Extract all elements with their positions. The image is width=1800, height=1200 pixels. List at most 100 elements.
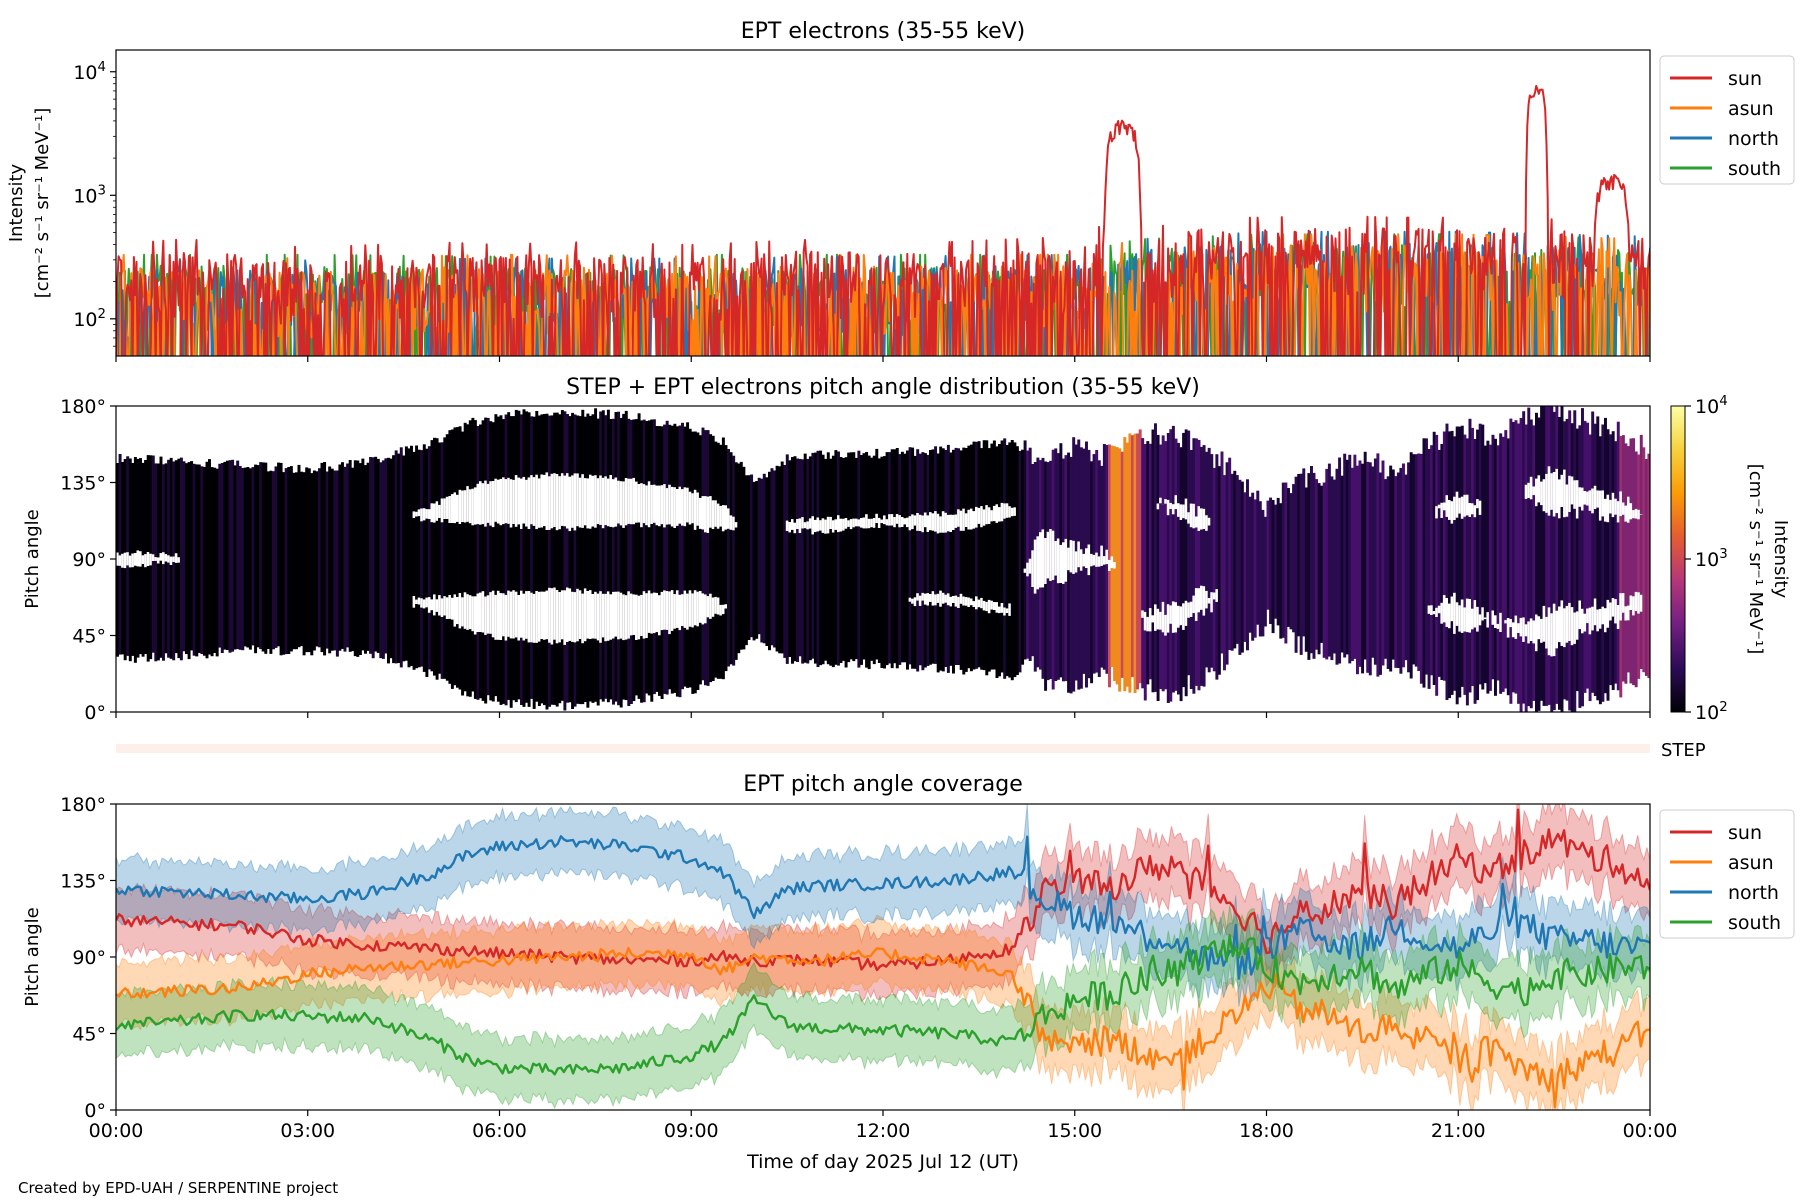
heatmap-column [548, 415, 552, 707]
heatmap-gap [1074, 551, 1078, 573]
heatmap-gap [934, 594, 938, 606]
heatmap-gap [174, 553, 178, 563]
panel3-x-ticks: 00:00 03:00 06:00 09:00 12:00 15:00 18:00 21:00… [89, 1110, 1677, 1142]
heatmap-column [1558, 417, 1561, 710]
heatmap-gap [900, 517, 904, 527]
heatmap-column [934, 446, 938, 664]
heatmap-gap [670, 486, 674, 527]
heatmap-column [228, 460, 232, 653]
heatmap-column [1228, 457, 1232, 650]
heatmap-gap [520, 590, 523, 638]
heatmap-gap [499, 478, 503, 526]
heatmap-column [1621, 435, 1625, 682]
heatmap-gap [612, 479, 615, 528]
heatmap-gap [709, 496, 713, 528]
heatmap-column [601, 410, 605, 702]
heatmap-column [435, 438, 439, 680]
heatmap-gap [1575, 480, 1579, 519]
heatmap-gap [619, 592, 623, 639]
heatmap-column [1310, 466, 1313, 654]
heatmap-column [737, 463, 741, 654]
heatmap-column [236, 460, 240, 649]
heatmap-gap [154, 557, 158, 561]
heatmap-column [716, 442, 720, 679]
heatmap-gap [473, 596, 477, 635]
heatmap-column [179, 457, 183, 661]
heatmap-column [1182, 432, 1186, 688]
heatmap-gap [1563, 469, 1567, 518]
heatmap-column [923, 453, 927, 668]
heatmap-column [1276, 497, 1280, 626]
heatmap-gap [936, 513, 940, 534]
heatmap-gap [1581, 608, 1584, 634]
y-tick-label: 135° [60, 473, 106, 495]
heatmap-gap [916, 513, 920, 531]
heatmap-gap [1473, 505, 1477, 518]
heatmap-column [1312, 472, 1316, 659]
heatmap-column [1604, 417, 1607, 694]
heatmap-gap [1146, 616, 1150, 632]
heatmap-column [1532, 425, 1536, 701]
heatmap-column [875, 448, 879, 660]
panel3-y-ticks: 0° 45° 90° 135° 180° [60, 794, 116, 1122]
heatmap-gap [906, 517, 909, 528]
heatmap-gap [1151, 615, 1155, 623]
heatmap-gap [430, 599, 434, 611]
heatmap-gap [456, 494, 459, 522]
heatmap-column [361, 458, 365, 651]
heatmap-column [1499, 433, 1503, 694]
heatmap-column [911, 447, 915, 669]
heatmap-column [998, 444, 1001, 677]
heatmap-column [374, 456, 378, 652]
heatmap-gap [637, 484, 641, 523]
heatmap-gap [535, 591, 539, 643]
heatmap-gap [834, 519, 838, 530]
heatmap-gap [1041, 529, 1045, 588]
heatmap-column [461, 431, 465, 696]
heatmap-column [1220, 451, 1224, 654]
heatmap-gap [1005, 608, 1009, 613]
heatmap-gap [596, 478, 600, 525]
heatmap-column [1366, 461, 1370, 673]
heatmap-column [525, 411, 529, 703]
heatmap-gap [537, 591, 541, 642]
heatmap-column [1287, 488, 1290, 627]
heatmap-gap [1583, 613, 1587, 632]
heatmap-gap [624, 595, 628, 640]
heatmap-column [233, 465, 237, 650]
heatmap-column [243, 467, 247, 647]
heatmap-column [612, 418, 615, 705]
heatmap-column [566, 414, 569, 703]
heatmap-column [438, 442, 442, 674]
heatmap-gap [566, 473, 569, 529]
heatmap-column [704, 430, 707, 686]
heatmap-gap [1164, 499, 1168, 504]
heatmap-gap [415, 511, 419, 517]
heatmap-column [939, 446, 943, 671]
heatmap-gap [926, 515, 930, 532]
heatmap-column [1164, 441, 1168, 690]
heatmap-gap [1609, 499, 1613, 514]
heatmap-gap [1619, 593, 1623, 621]
heatmap-gap [1481, 607, 1485, 621]
heatmap-gap [420, 508, 424, 522]
heatmap-column [583, 416, 587, 702]
heatmap-column [328, 466, 332, 654]
heatmap-column [292, 472, 296, 650]
heatmap-gap [1069, 540, 1073, 573]
panel3-title: EPT pitch angle coverage [743, 772, 1023, 797]
heatmap-gap [624, 478, 628, 526]
heatmap-column [223, 461, 227, 650]
heatmap-gap [985, 505, 989, 525]
heatmap-column [379, 462, 383, 659]
heatmap-gap [880, 519, 884, 524]
heatmap-gap [1039, 532, 1042, 588]
heatmap-gap [698, 591, 702, 623]
heatmap-gap [1161, 601, 1165, 633]
heatmap-column [1419, 453, 1423, 684]
heatmap-column [471, 417, 475, 692]
heatmap-gap [126, 552, 130, 566]
heatmap-column [202, 466, 206, 656]
heatmap-gap [946, 593, 950, 606]
heatmap-column [356, 460, 360, 657]
